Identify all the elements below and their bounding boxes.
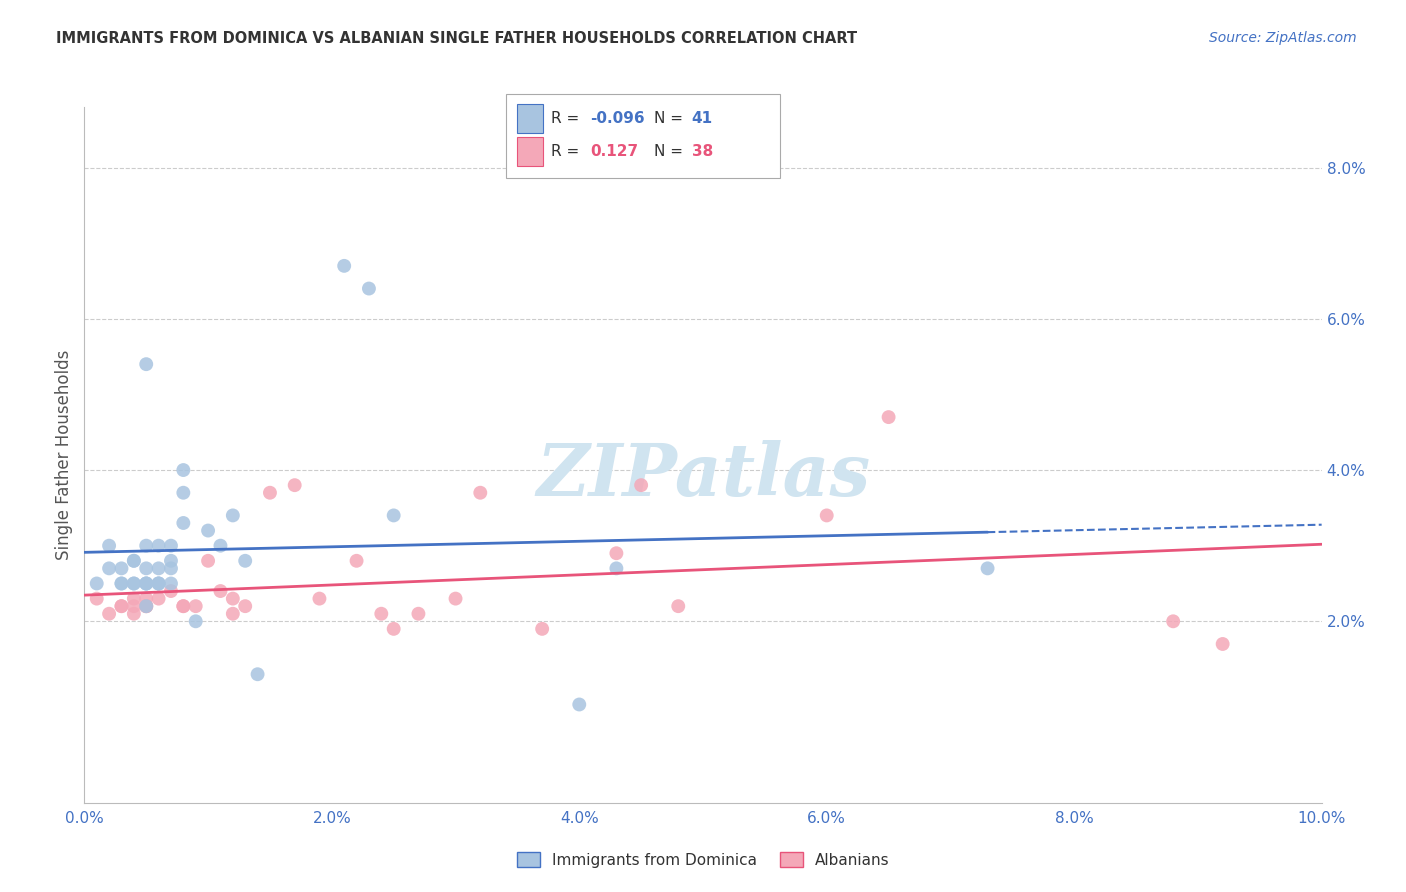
Point <box>122 554 145 568</box>
Point <box>135 561 157 575</box>
Point <box>86 576 108 591</box>
Point <box>135 599 157 614</box>
Point <box>122 607 145 621</box>
Point <box>1212 637 1234 651</box>
Point <box>122 599 145 614</box>
Text: IMMIGRANTS FROM DOMINICA VS ALBANIAN SINGLE FATHER HOUSEHOLDS CORRELATION CHART: IMMIGRANTS FROM DOMINICA VS ALBANIAN SIN… <box>56 31 858 46</box>
Point <box>160 576 183 591</box>
Point <box>877 410 900 425</box>
Text: -0.096: -0.096 <box>591 112 645 126</box>
Point <box>531 622 554 636</box>
Point <box>1161 615 1184 629</box>
Point <box>135 591 157 606</box>
Point <box>233 554 256 568</box>
Point <box>160 554 183 568</box>
Point <box>209 584 232 599</box>
Point <box>209 539 232 553</box>
Point <box>110 599 132 614</box>
Point <box>148 576 170 591</box>
Point <box>86 591 108 606</box>
Point <box>110 576 132 591</box>
Point <box>308 591 330 606</box>
Point <box>122 554 145 568</box>
Text: Source: ZipAtlas.com: Source: ZipAtlas.com <box>1209 31 1357 45</box>
Point <box>382 622 405 636</box>
Point <box>197 524 219 538</box>
Point <box>382 508 405 523</box>
Text: R =: R = <box>551 145 585 159</box>
Point <box>135 576 157 591</box>
Point <box>197 554 219 568</box>
Text: N =: N = <box>654 145 688 159</box>
Point <box>630 478 652 492</box>
Point <box>122 591 145 606</box>
Point <box>148 576 170 591</box>
Point <box>222 591 245 606</box>
Point <box>172 599 194 614</box>
Point <box>172 599 194 614</box>
Point <box>184 599 207 614</box>
Point <box>148 561 170 575</box>
Point <box>666 599 689 614</box>
Point <box>346 554 368 568</box>
Point <box>122 576 145 591</box>
Point <box>370 607 392 621</box>
Point <box>148 591 170 606</box>
Point <box>408 607 430 621</box>
Point <box>172 485 194 500</box>
Point <box>135 599 157 614</box>
Point <box>98 607 121 621</box>
Point <box>444 591 467 606</box>
Text: ZIPatlas: ZIPatlas <box>536 441 870 511</box>
Point <box>357 281 380 295</box>
Point <box>110 576 132 591</box>
Point <box>976 561 998 575</box>
Point <box>160 561 183 575</box>
Point <box>172 463 194 477</box>
Point <box>184 615 207 629</box>
Point <box>135 576 157 591</box>
Point <box>222 508 245 523</box>
Point <box>333 259 356 273</box>
Legend: Immigrants from Dominica, Albanians: Immigrants from Dominica, Albanians <box>509 844 897 875</box>
Point <box>135 576 157 591</box>
Point <box>148 576 170 591</box>
Point <box>568 698 591 712</box>
Point <box>605 561 627 575</box>
Text: N =: N = <box>654 112 688 126</box>
Point <box>160 539 183 553</box>
Point <box>135 357 157 371</box>
Point <box>470 485 492 500</box>
Point <box>160 584 183 599</box>
Point <box>815 508 838 523</box>
Y-axis label: Single Father Households: Single Father Households <box>55 350 73 560</box>
Point <box>259 485 281 500</box>
Point <box>148 539 170 553</box>
Point <box>246 667 269 681</box>
Text: 38: 38 <box>692 145 713 159</box>
Point <box>98 561 121 575</box>
Point <box>98 539 121 553</box>
Point <box>135 599 157 614</box>
Text: 41: 41 <box>692 112 713 126</box>
Point <box>605 546 627 560</box>
Text: R =: R = <box>551 112 585 126</box>
Point <box>233 599 256 614</box>
Point <box>135 539 157 553</box>
Point <box>135 599 157 614</box>
Point <box>122 576 145 591</box>
Point <box>222 607 245 621</box>
Point <box>110 561 132 575</box>
Text: 0.127: 0.127 <box>591 145 638 159</box>
Point <box>110 599 132 614</box>
Point <box>284 478 307 492</box>
Point <box>172 516 194 530</box>
